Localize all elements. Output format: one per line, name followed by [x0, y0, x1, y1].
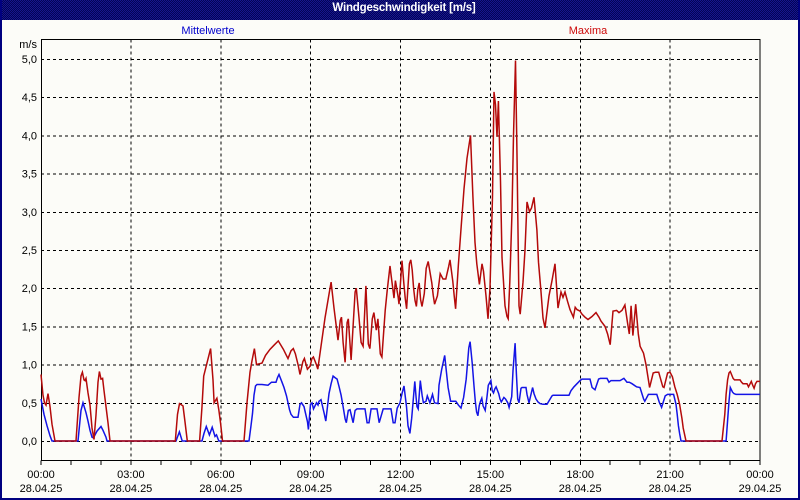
svg-text:1,0: 1,0 — [22, 360, 37, 372]
svg-text:4,0: 4,0 — [22, 130, 37, 142]
svg-text:28.04.25: 28.04.25 — [289, 483, 332, 495]
svg-text:28.04.25: 28.04.25 — [109, 483, 152, 495]
svg-text:5,0: 5,0 — [22, 54, 37, 66]
svg-text:m/s: m/s — [19, 39, 37, 51]
svg-text:03:00: 03:00 — [117, 469, 145, 481]
svg-text:18:00: 18:00 — [566, 469, 594, 481]
svg-text:28.04.25: 28.04.25 — [469, 483, 512, 495]
svg-text:28.04.25: 28.04.25 — [379, 483, 422, 495]
svg-text:28.04.25: 28.04.25 — [20, 483, 63, 495]
svg-text:1,5: 1,5 — [22, 321, 37, 333]
svg-text:4,5: 4,5 — [22, 92, 37, 104]
svg-text:09:00: 09:00 — [297, 469, 325, 481]
svg-text:3,0: 3,0 — [22, 207, 37, 219]
svg-text:0,0: 0,0 — [22, 436, 37, 448]
svg-text:3,5: 3,5 — [22, 169, 37, 181]
svg-text:29.04.25: 29.04.25 — [739, 483, 782, 495]
svg-text:28.04.25: 28.04.25 — [559, 483, 602, 495]
svg-text:28.04.25: 28.04.25 — [649, 483, 692, 495]
svg-text:15:00: 15:00 — [477, 469, 505, 481]
svg-text:21:00: 21:00 — [656, 469, 684, 481]
svg-text:00:00: 00:00 — [27, 469, 55, 481]
svg-text:06:00: 06:00 — [207, 469, 235, 481]
svg-text:Maxima: Maxima — [569, 25, 608, 37]
svg-text:28.04.25: 28.04.25 — [199, 483, 242, 495]
svg-text:2,0: 2,0 — [22, 283, 37, 295]
svg-text:0,5: 0,5 — [22, 398, 37, 410]
svg-text:Mittelwerte: Mittelwerte — [181, 25, 234, 37]
svg-text:12:00: 12:00 — [387, 469, 415, 481]
svg-text:00:00: 00:00 — [746, 469, 774, 481]
svg-text:2,5: 2,5 — [22, 245, 37, 257]
